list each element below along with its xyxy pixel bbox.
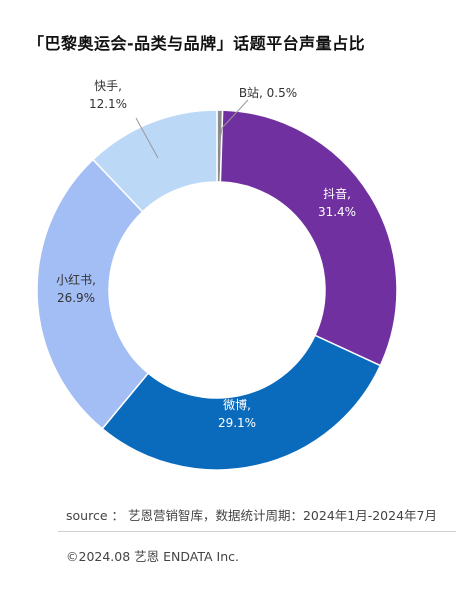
leader-line-5	[135, 117, 159, 159]
source-note: source ： 艺恩营销智库，数据统计周期：2024年1月-2024年7月	[66, 508, 437, 523]
slice-value-3: 29.1%	[218, 416, 256, 430]
footer-divider	[58, 531, 456, 532]
chart-title: 「巴黎奥运会-品类与品牌」话题平台声量占比	[28, 34, 366, 53]
slice-value-4: 26.9%	[57, 291, 95, 305]
slice-name-3: 微博,	[223, 397, 251, 412]
slice-name-4: 小红书,	[56, 272, 96, 287]
slice-name-5: 快手,	[94, 79, 122, 93]
slice-3	[101, 334, 382, 471]
slice-5	[91, 109, 218, 213]
slice-name-2: 抖音,	[323, 186, 351, 201]
slice-value-5: 12.1%	[89, 97, 127, 111]
donut-chart: B站, 0.5% 抖音, 31.4% 微博, 29.1% 小红书, 26.9% 快手, 12.1…	[36, 79, 398, 471]
copyright-note: ©2024.08 艺恩 ENDATA Inc.	[66, 549, 240, 564]
slice-value-2: 31.4%	[318, 205, 356, 219]
leader-line-1	[218, 99, 249, 147]
donut-slices	[36, 109, 398, 471]
slice-2	[219, 109, 398, 367]
slice-label-1: B站, 0.5%	[239, 86, 297, 100]
leader-lines	[135, 99, 249, 159]
slice-4	[36, 158, 150, 430]
slice-labels: B站, 0.5% 抖音, 31.4% 微博, 29.1% 小红书, 26.9% 快手, 12.1…	[56, 79, 356, 430]
